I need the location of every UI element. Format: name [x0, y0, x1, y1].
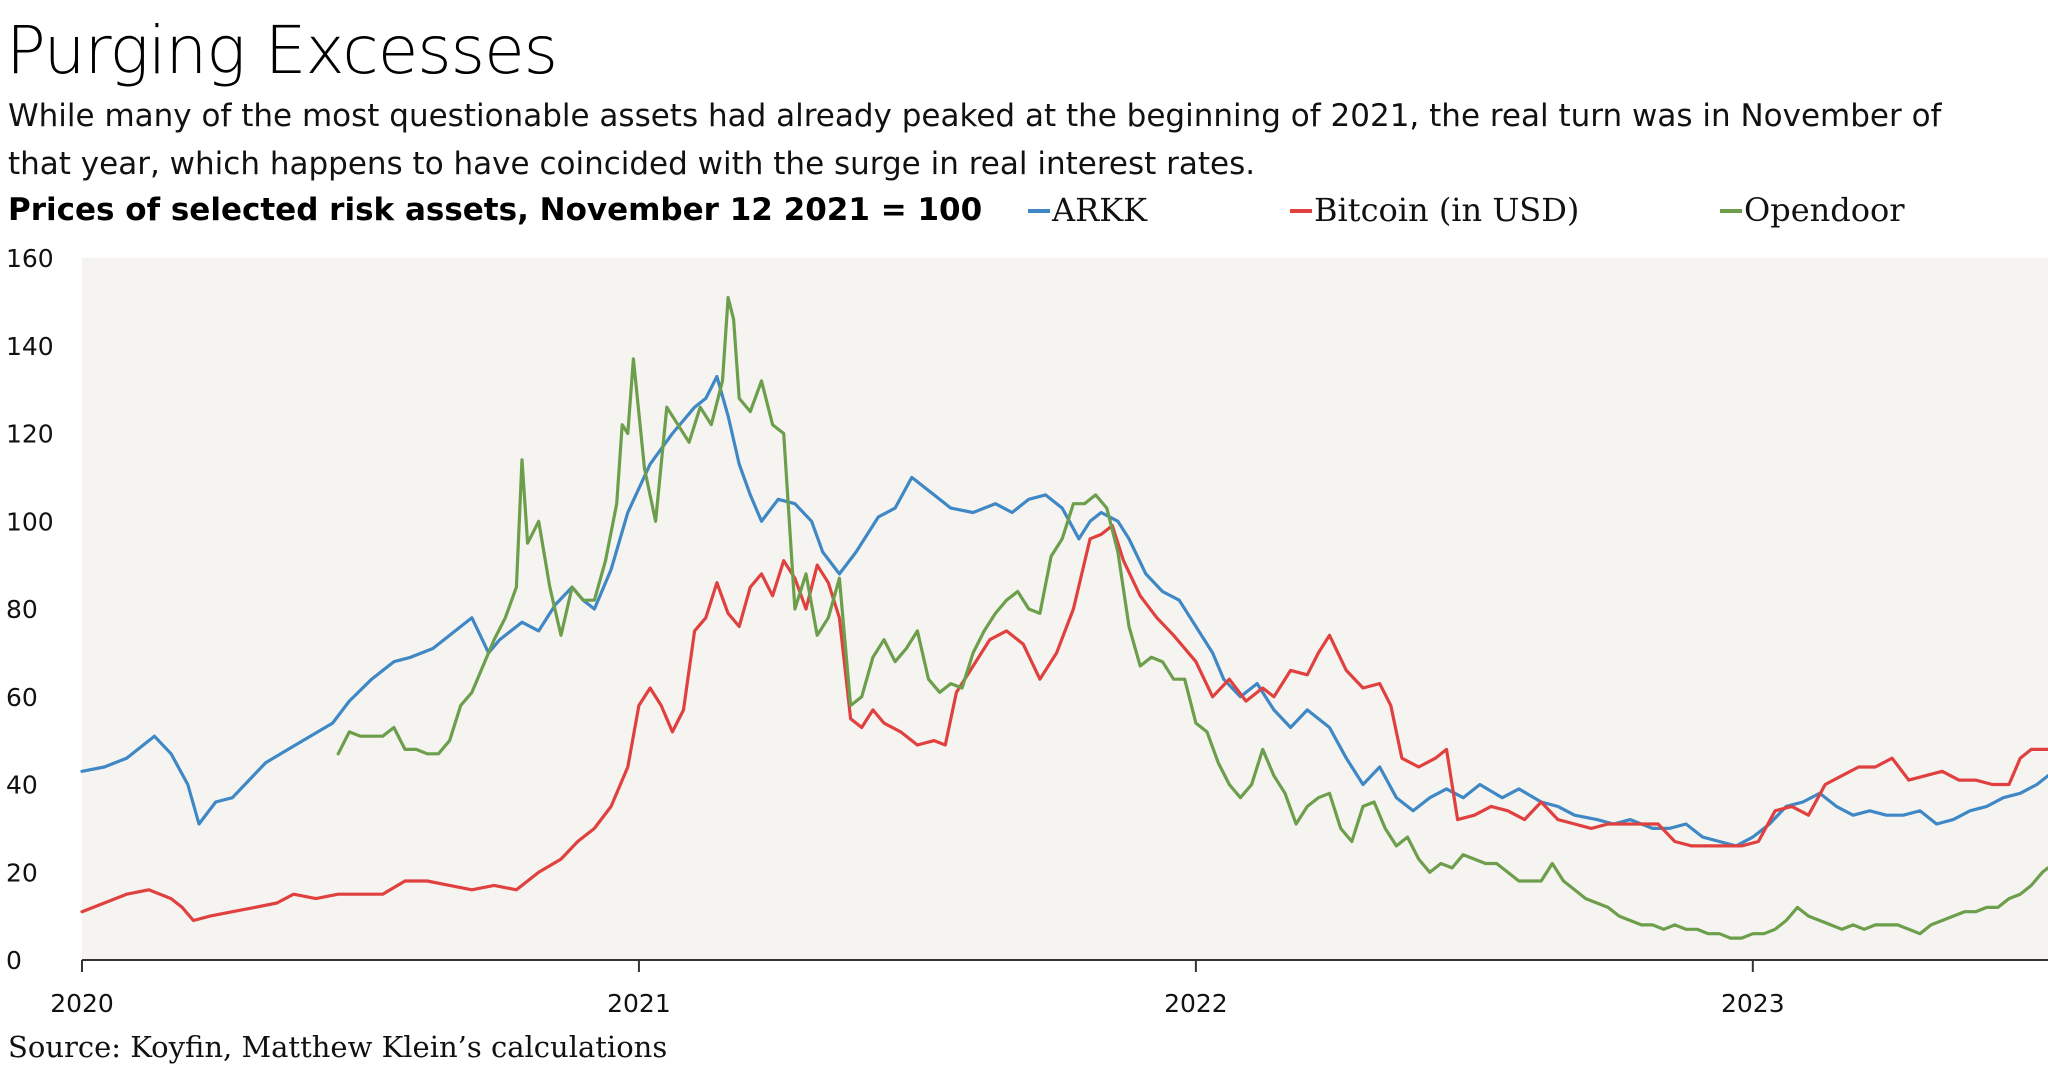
legend-swatch-arkk — [1028, 208, 1050, 213]
y-tick-label-100: 100 — [6, 507, 54, 536]
legend-label-arkk: ARKK — [1052, 191, 1148, 229]
y-tick-label-80: 80 — [6, 595, 38, 624]
x-tick-label-2020: 2020 — [50, 989, 114, 1018]
source-note: Source: Koyfin, Matthew Klein’s calculat… — [8, 1030, 668, 1064]
y-tick-label-140: 140 — [6, 332, 54, 361]
y-tick-label-60: 60 — [6, 683, 38, 712]
plot-background — [82, 258, 2048, 960]
y-tick-label-20: 20 — [6, 858, 38, 887]
page-subtitle: While many of the most questionable asse… — [8, 98, 1942, 182]
series-line-opendoor — [336, 295, 2048, 940]
legend-item-bitcoin: Bitcoin (in USD) — [1290, 190, 1579, 230]
legend-item-arkk: ARKK — [1028, 190, 1147, 230]
y-tick-label-0: 0 — [6, 946, 22, 975]
x-tick-label-2021: 2021 — [607, 989, 671, 1018]
legend-label-opendoor: Opendoor — [1744, 191, 1905, 229]
x-tick-label-2023: 2023 — [1721, 989, 1785, 1018]
y-tick-label-120: 120 — [6, 420, 54, 449]
page-title: Purging Excesses — [6, 12, 558, 89]
chart-title: Prices of selected risk assets, November… — [8, 192, 983, 228]
y-tick-label-40: 40 — [6, 771, 38, 800]
series-line-bitcoin-in-usd — [80, 524, 2048, 923]
y-tick-label-160: 160 — [6, 244, 54, 273]
legend-item-opendoor: Opendoor — [1720, 190, 1905, 230]
legend-swatch-opendoor — [1720, 208, 1742, 213]
legend-swatch-bitcoin — [1290, 208, 1312, 213]
legend-label-bitcoin: Bitcoin (in USD) — [1314, 191, 1580, 229]
x-tick-label-2022: 2022 — [1164, 989, 1228, 1018]
